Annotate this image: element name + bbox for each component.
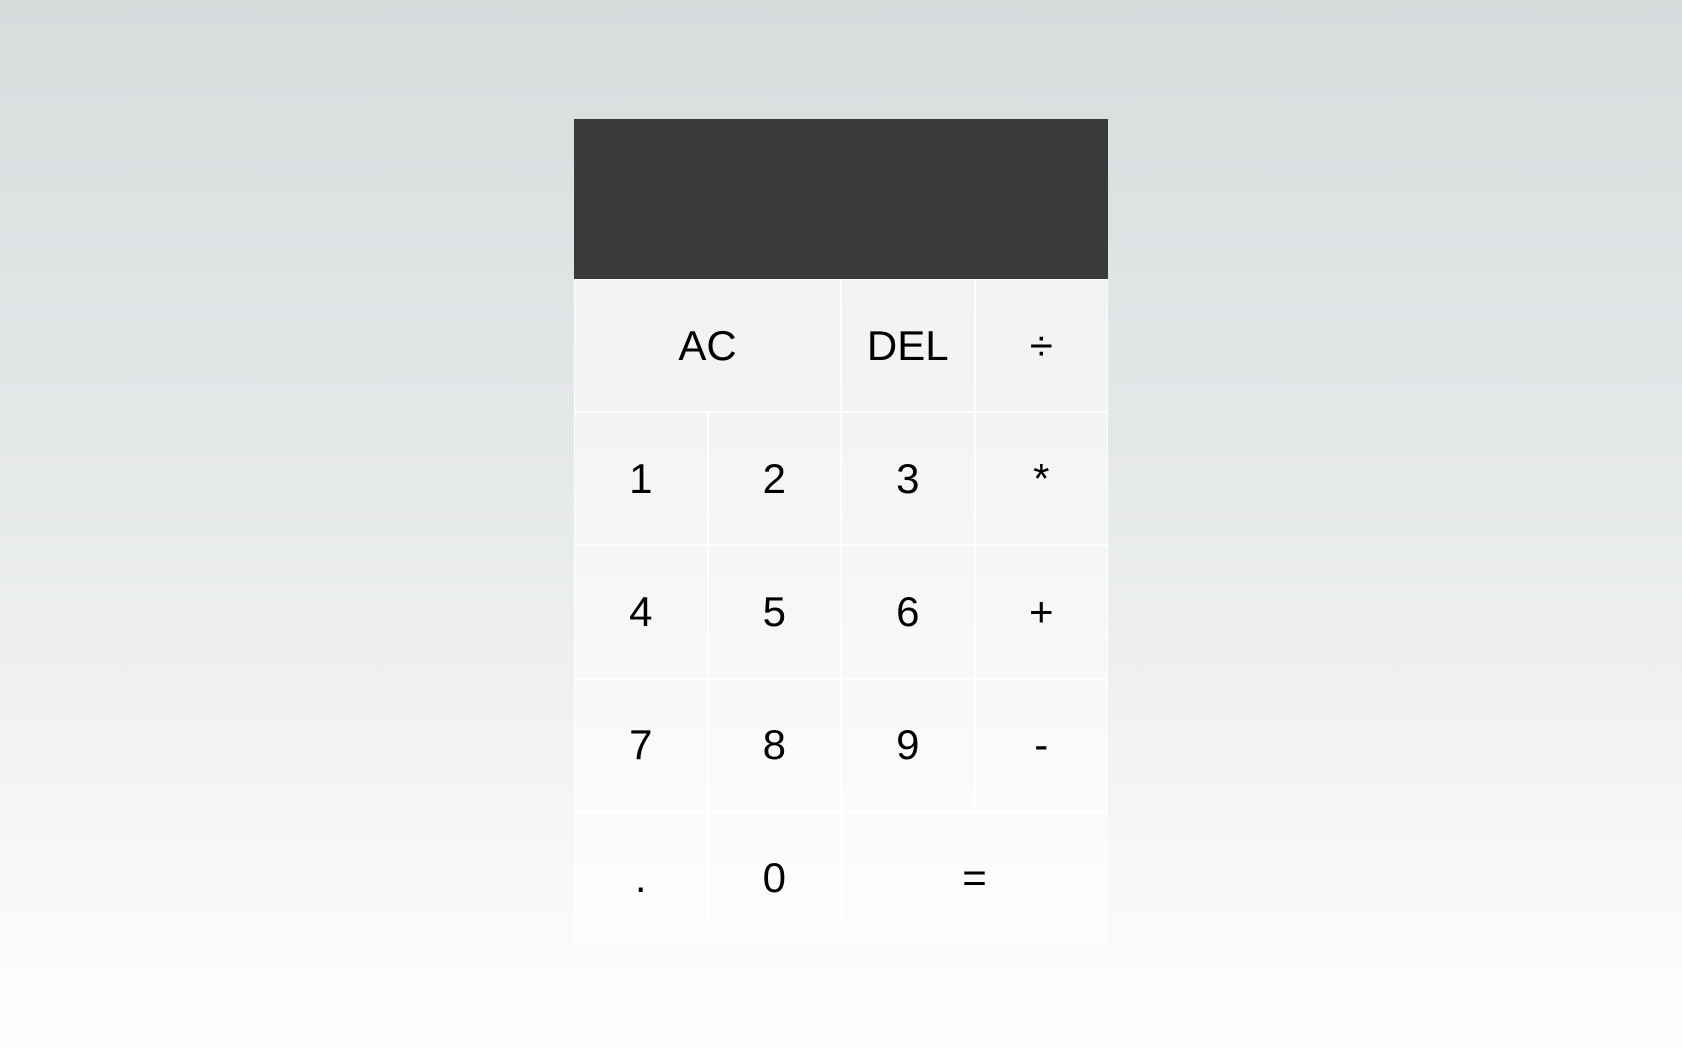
equals-button[interactable]: =: [841, 811, 1108, 945]
all-clear-button[interactable]: AC: [574, 279, 841, 413]
multiply-button[interactable]: *: [974, 412, 1108, 546]
digit-4-button[interactable]: 4: [574, 545, 708, 679]
digit-2-button[interactable]: 2: [707, 412, 841, 546]
delete-button[interactable]: DEL: [841, 279, 975, 413]
digit-9-button[interactable]: 9: [841, 678, 975, 812]
digit-3-button[interactable]: 3: [841, 412, 975, 546]
digit-6-button[interactable]: 6: [841, 545, 975, 679]
calculator: AC DEL ÷ 1 2 3 * 4 5 6 + 7 8 9 - . 0 =: [574, 119, 1108, 945]
divide-button[interactable]: ÷: [974, 279, 1108, 413]
digit-8-button[interactable]: 8: [707, 678, 841, 812]
digit-1-button[interactable]: 1: [574, 412, 708, 546]
add-button[interactable]: +: [974, 545, 1108, 679]
decimal-button[interactable]: .: [574, 811, 708, 945]
digit-5-button[interactable]: 5: [707, 545, 841, 679]
subtract-button[interactable]: -: [974, 678, 1108, 812]
calculator-display: [574, 119, 1108, 279]
keypad: AC DEL ÷ 1 2 3 * 4 5 6 + 7 8 9 - . 0 =: [574, 279, 1108, 945]
digit-0-button[interactable]: 0: [707, 811, 841, 945]
digit-7-button[interactable]: 7: [574, 678, 708, 812]
